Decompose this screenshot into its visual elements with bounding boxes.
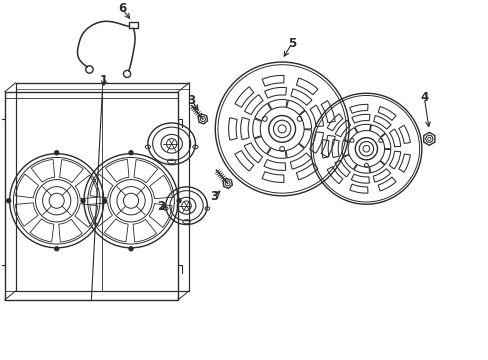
Text: 4: 4 — [419, 91, 427, 104]
Circle shape — [129, 151, 133, 155]
Circle shape — [55, 247, 59, 251]
Circle shape — [102, 199, 106, 203]
Text: 2: 2 — [156, 200, 164, 213]
Text: 3: 3 — [187, 94, 195, 107]
Circle shape — [55, 151, 59, 155]
Bar — [128, 22, 138, 28]
Circle shape — [177, 199, 181, 203]
Bar — [16, 83, 189, 291]
Text: 6: 6 — [118, 2, 126, 15]
Text: 5: 5 — [287, 37, 296, 50]
Circle shape — [7, 199, 11, 203]
Text: 3: 3 — [210, 190, 218, 203]
Bar — [5, 92, 178, 300]
Text: 1: 1 — [100, 75, 108, 87]
Circle shape — [81, 199, 85, 203]
Circle shape — [129, 247, 133, 251]
